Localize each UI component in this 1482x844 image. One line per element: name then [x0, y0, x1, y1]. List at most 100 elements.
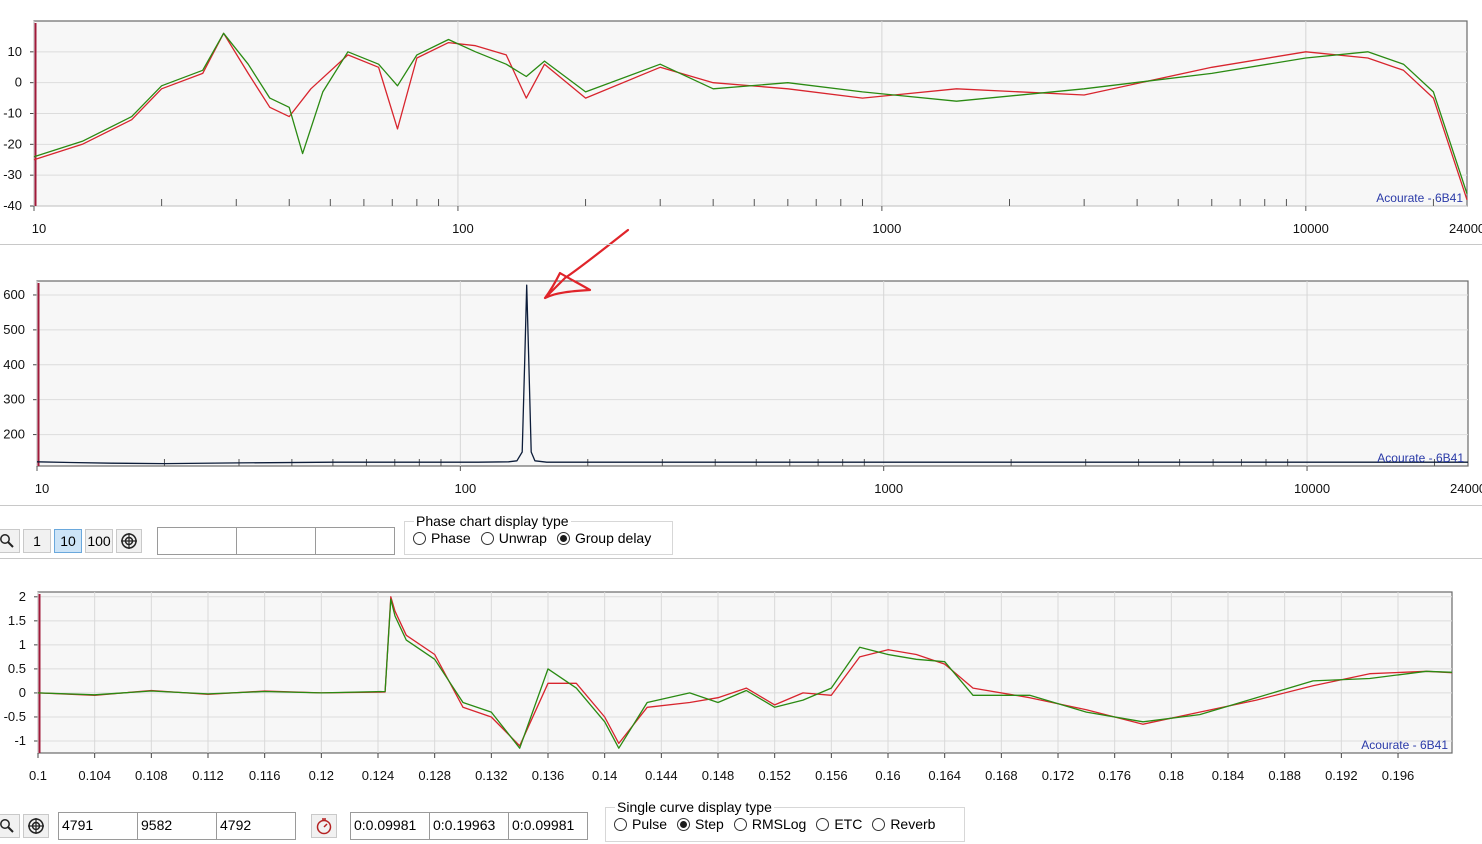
- sample-fields: 4791 9582 4792: [58, 812, 296, 840]
- time-field-3[interactable]: 0:0.09981: [508, 812, 588, 840]
- radio-circle: [816, 817, 830, 831]
- radio-label: Step: [695, 816, 724, 832]
- radio-step[interactable]: Step: [677, 816, 724, 832]
- single-curve-display-type-group: Single curve display type Pulse Step RMS…: [605, 799, 965, 842]
- series-line: [33, 32, 1468, 194]
- x-tick-label: 1000: [872, 221, 901, 236]
- zoom-button[interactable]: [0, 814, 20, 838]
- target-button[interactable]: [116, 529, 142, 553]
- radio-rmslog[interactable]: RMSLog: [733, 816, 806, 832]
- series-line: [33, 32, 1468, 201]
- x-tick-label: 0.188: [1268, 768, 1301, 783]
- phase-field-3[interactable]: [315, 527, 395, 555]
- y-tick-label: 500: [3, 322, 25, 337]
- y-tick-label: -30: [3, 167, 22, 182]
- crosshair-icon: [28, 818, 44, 834]
- radio-circle: [413, 531, 426, 545]
- time-fields: 0:0.09981 0:0.19963 0:0.09981: [350, 812, 588, 840]
- y-tick-label: 400: [3, 357, 25, 372]
- x-tick-label: 10: [32, 221, 46, 236]
- sample-field-1[interactable]: 4791: [58, 812, 138, 840]
- x-tick-label: 0.148: [702, 768, 735, 783]
- x-tick-label: 0.176: [1098, 768, 1131, 783]
- y-tick-label: 600: [3, 287, 25, 302]
- y-tick-label: -40: [3, 198, 22, 213]
- y-tick-label: 0: [19, 685, 26, 700]
- x-tick-label: 1000: [874, 481, 903, 496]
- single-radio-row: Pulse Step RMSLog ETC Reverb: [614, 816, 945, 832]
- x-tick-label: 0.124: [362, 768, 395, 783]
- radio-pulse[interactable]: Pulse: [614, 816, 667, 832]
- sample-field-3[interactable]: 4792: [216, 812, 296, 840]
- y-tick-label: -10: [3, 106, 22, 121]
- phase-fields: [157, 527, 395, 555]
- y-tick-label: 0.5: [8, 661, 26, 676]
- x-tick-label: 0.136: [532, 768, 565, 783]
- x-tick-label: 0.112: [192, 768, 224, 783]
- y-tick-label: -20: [3, 136, 22, 151]
- x-tick-label: 0.192: [1325, 768, 1358, 783]
- magnifier-icon: [0, 819, 14, 833]
- group-delay-chart: 600 500 400 300 200 10 100 1000 10000 24000 Acoura…: [3, 280, 1482, 496]
- plot-area: [36, 280, 1469, 467]
- x-tick-label: 0.1: [29, 768, 47, 783]
- x-tick-label: 0.184: [1212, 768, 1245, 783]
- phase-toolbar: 1 10 100: [0, 527, 395, 555]
- radio-label: Reverb: [890, 816, 936, 832]
- scale-1-button[interactable]: 1: [23, 529, 51, 553]
- y-tick-label: 2: [19, 589, 26, 604]
- y-tick-label: 1: [19, 637, 26, 652]
- x-tick-label: 10: [35, 481, 49, 496]
- step-response-chart: 2 1.5 1 0.5 0 -0.5 -1 0.1 0.104 0.108 0.112 0.116 0.…: [4, 589, 1453, 783]
- radio-reverb[interactable]: Reverb: [872, 816, 935, 832]
- bottom-toolbar: 4791 9582 4792 0:0.09981 0:0.19963 0:0.0…: [0, 812, 588, 840]
- radio-label: Group delay: [574, 530, 652, 546]
- single-curve-display-type-title: Single curve display type: [615, 799, 774, 815]
- x-tick-label: 10000: [1293, 221, 1329, 236]
- phase-field-1[interactable]: [157, 527, 237, 555]
- radio-label: Unwrap: [498, 530, 547, 546]
- x-tick-label: 0.16: [875, 768, 900, 783]
- radio-label: ETC: [834, 816, 863, 832]
- divider: [0, 244, 1482, 245]
- scale-100-button[interactable]: 100: [85, 529, 113, 553]
- target-button[interactable]: [23, 814, 49, 838]
- y-tick-label: 300: [3, 392, 25, 407]
- y-tick-label: 10: [8, 44, 22, 59]
- chart-watermark: Acourate - 6B41: [1377, 451, 1464, 465]
- y-tick-label: -1: [14, 733, 26, 748]
- x-tick-label: 0.116: [249, 768, 281, 783]
- y-tick-label: 200: [3, 427, 25, 442]
- y-tick-label: -0.5: [4, 709, 26, 724]
- x-tick-label: 24000: [1449, 221, 1482, 236]
- time-field-1[interactable]: 0:0.09981: [350, 812, 430, 840]
- plot-area: [37, 591, 1453, 754]
- sample-field-2[interactable]: 9582: [137, 812, 217, 840]
- radio-circle: [556, 531, 570, 545]
- x-tick-label: 0.14: [592, 768, 617, 783]
- radio-circle: [614, 817, 627, 831]
- x-tick-label: 0.12: [309, 768, 334, 783]
- timer-button[interactable]: [311, 814, 337, 838]
- annotation-arrow: [543, 228, 630, 300]
- phase-field-2[interactable]: [236, 527, 316, 555]
- scale-10-button[interactable]: 10: [54, 529, 82, 553]
- radio-phase[interactable]: Phase: [413, 530, 471, 546]
- chart-watermark: Acourate - 6B41: [1361, 738, 1448, 752]
- x-tick-label: 0.196: [1382, 768, 1415, 783]
- radio-group-delay[interactable]: Group delay: [556, 530, 652, 546]
- x-tick-label: 0.108: [135, 768, 168, 783]
- crosshair-icon: [121, 533, 137, 549]
- time-field-2[interactable]: 0:0.19963: [429, 812, 509, 840]
- magnifier-icon: [0, 534, 14, 548]
- radio-circle: [677, 817, 691, 831]
- radio-circle: [480, 531, 494, 545]
- phase-display-type-title: Phase chart display type: [414, 513, 571, 529]
- zoom-button[interactable]: [0, 529, 20, 553]
- x-tick-label: 0.164: [928, 768, 961, 783]
- x-tick-label: 0.156: [815, 768, 848, 783]
- radio-etc[interactable]: ETC: [816, 816, 862, 832]
- x-tick-label: 0.104: [78, 768, 111, 783]
- radio-unwrap[interactable]: Unwrap: [480, 530, 547, 546]
